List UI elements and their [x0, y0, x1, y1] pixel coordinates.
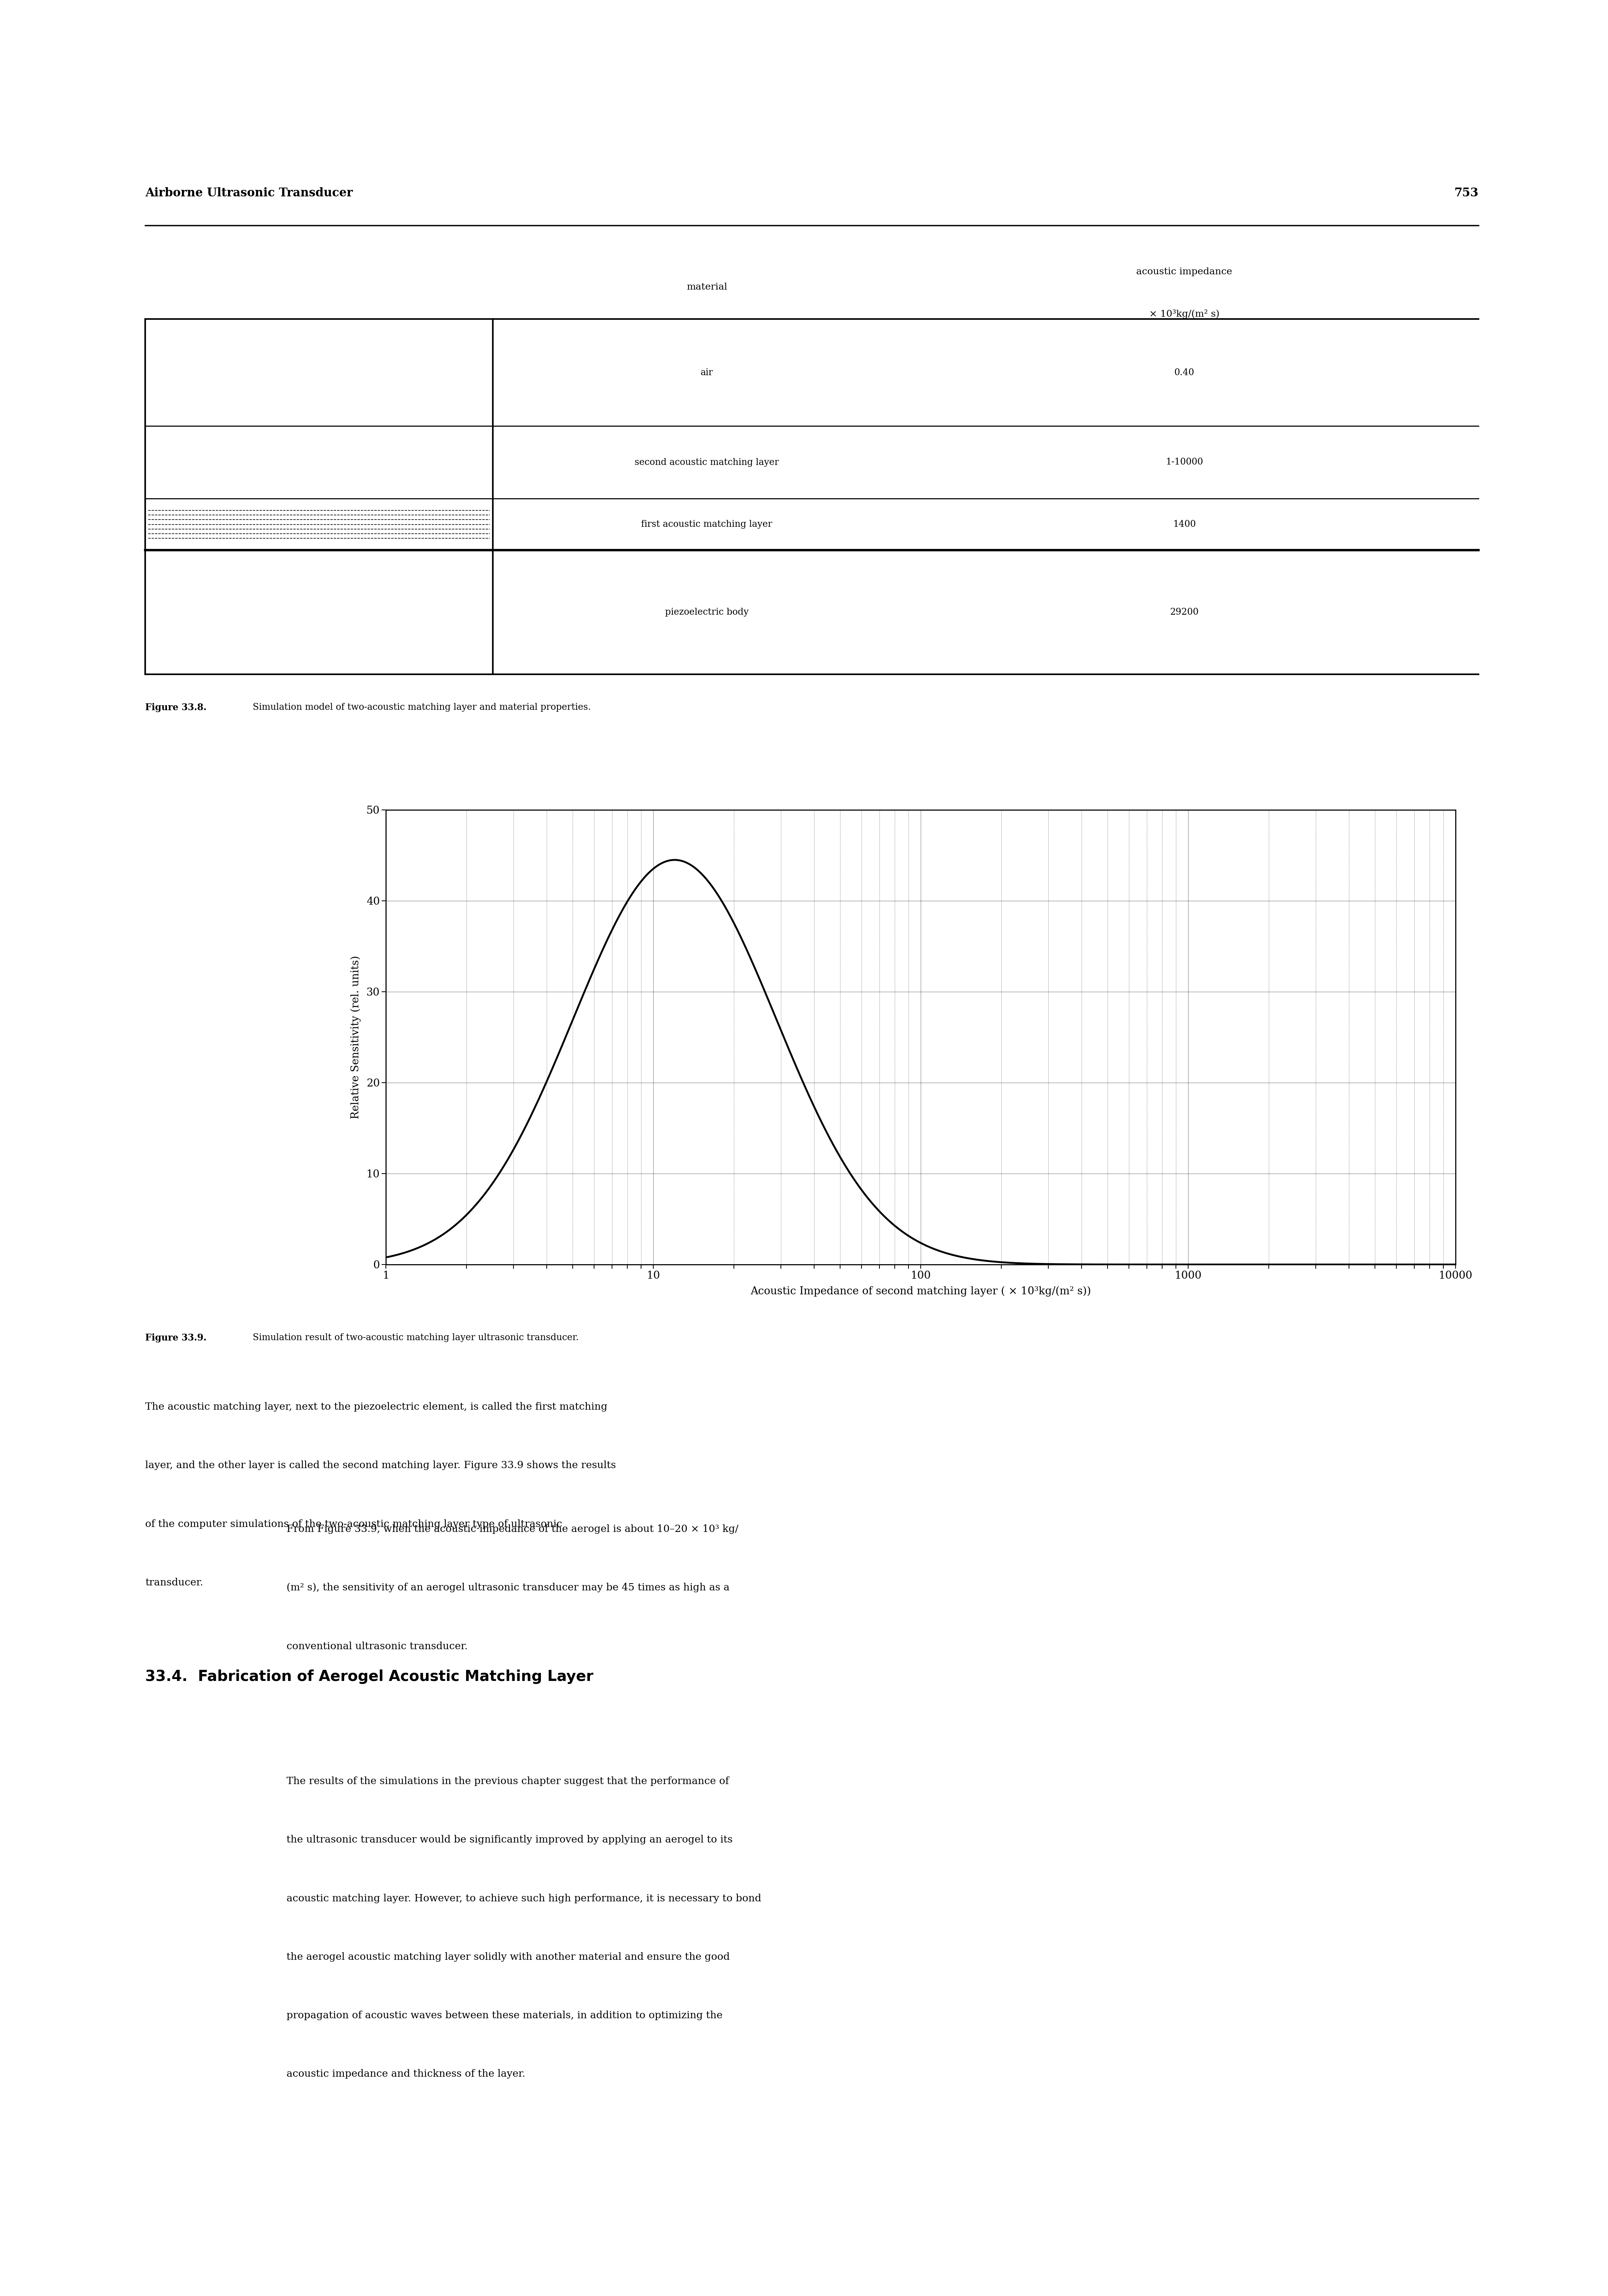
Text: piezoelectric body: piezoelectric body [666, 608, 749, 618]
Text: (m² s), the sensitivity of an aerogel ultrasonic transducer may be 45 times as h: (m² s), the sensitivity of an aerogel ul… [286, 1582, 730, 1593]
Text: 29200: 29200 [1171, 608, 1198, 618]
Text: material: material [687, 282, 727, 292]
Text: Simulation result of two-acoustic matching layer ultrasonic transducer.: Simulation result of two-acoustic matchi… [249, 1334, 579, 1343]
X-axis label: Acoustic Impedance of second matching layer ( × 10³kg/(m² s)): Acoustic Impedance of second matching la… [751, 1286, 1092, 1297]
Text: acoustic impedance and thickness of the layer.: acoustic impedance and thickness of the … [286, 2069, 526, 2078]
Text: second acoustic matching layer: second acoustic matching layer [635, 457, 778, 466]
Text: 753: 753 [1454, 188, 1478, 200]
Text: air: air [701, 367, 712, 377]
Text: 0.40: 0.40 [1174, 367, 1195, 377]
Text: Airborne Ultrasonic Transducer: Airborne Ultrasonic Transducer [145, 188, 352, 200]
Text: layer, and the other layer is called the second matching layer. Figure 33.9 show: layer, and the other layer is called the… [145, 1460, 616, 1469]
Text: The acoustic matching layer, next to the piezoelectric element, is called the fi: The acoustic matching layer, next to the… [145, 1403, 608, 1412]
Text: transducer.: transducer. [145, 1577, 203, 1587]
Text: From Figure 33.9, when the acoustic impedance of the aerogel is about 10–20 × 10: From Figure 33.9, when the acoustic impe… [286, 1525, 738, 1534]
Text: Simulation model of two-acoustic matching layer and material properties.: Simulation model of two-acoustic matchin… [249, 703, 590, 712]
Text: conventional ultrasonic transducer.: conventional ultrasonic transducer. [286, 1642, 468, 1651]
Text: The results of the simulations in the previous chapter suggest that the performa: The results of the simulations in the pr… [286, 1777, 728, 1786]
Text: 33.4.  Fabrication of Aerogel Acoustic Matching Layer: 33.4. Fabrication of Aerogel Acoustic Ma… [145, 1669, 593, 1683]
Text: the aerogel acoustic matching layer solidly with another material and ensure the: the aerogel acoustic matching layer soli… [286, 1952, 730, 1961]
Text: × 10³kg/(m² s): × 10³kg/(m² s) [1150, 310, 1219, 319]
Text: of the computer simulations of the two-acoustic matching layer type of ultrasoni: of the computer simulations of the two-a… [145, 1520, 563, 1529]
Text: Figure 33.8.: Figure 33.8. [145, 703, 206, 712]
Text: Figure 33.9.: Figure 33.9. [145, 1334, 206, 1343]
Text: the ultrasonic transducer would be significantly improved by applying an aerogel: the ultrasonic transducer would be signi… [286, 1835, 733, 1844]
Text: acoustic matching layer. However, to achieve such high performance, it is necess: acoustic matching layer. However, to ach… [286, 1894, 761, 1903]
Text: acoustic impedance: acoustic impedance [1137, 266, 1232, 276]
Text: 1-10000: 1-10000 [1166, 457, 1203, 466]
Text: propagation of acoustic waves between these materials, in addition to optimizing: propagation of acoustic waves between th… [286, 2011, 722, 2020]
Text: first acoustic matching layer: first acoustic matching layer [642, 519, 772, 528]
Text: 1400: 1400 [1172, 519, 1196, 528]
Y-axis label: Relative Sensitivity (rel. units): Relative Sensitivity (rel. units) [351, 955, 360, 1118]
